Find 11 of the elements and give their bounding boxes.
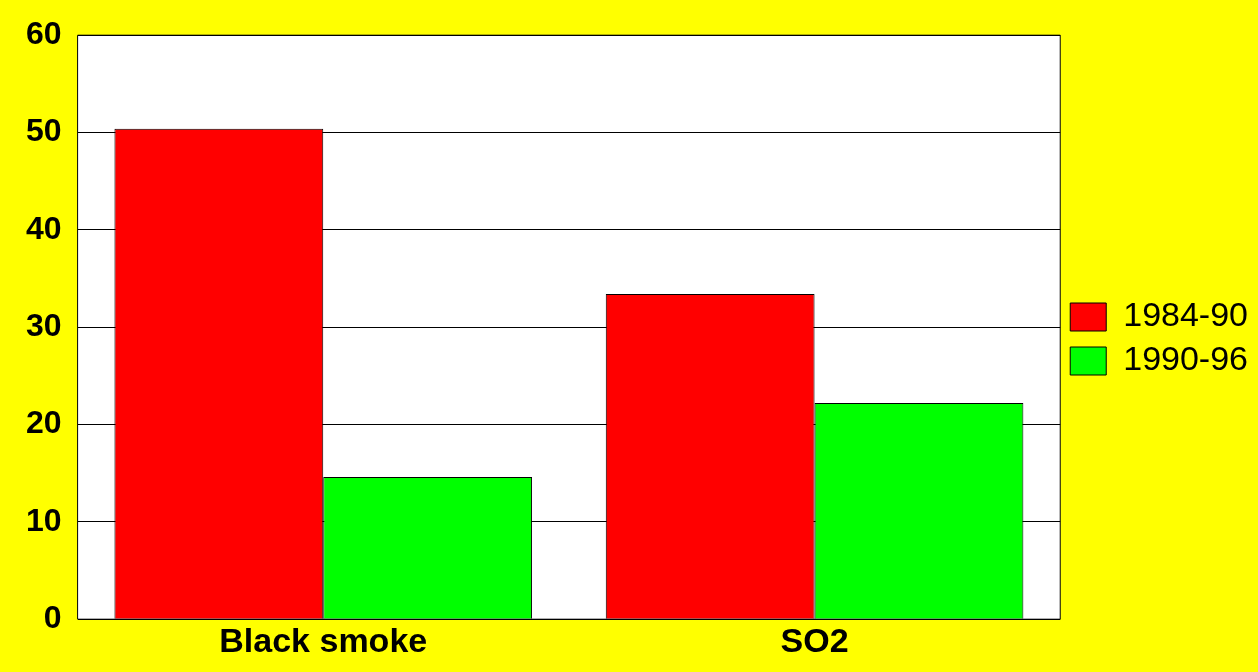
y-tick-label: 40 xyxy=(26,209,62,246)
x-tick-label: Black smoke xyxy=(219,620,428,659)
y-tick-label: 60 xyxy=(26,15,62,52)
y-tick-label: 30 xyxy=(26,307,62,344)
y-tick-label: 10 xyxy=(26,501,62,538)
legend-label: 1990-96 xyxy=(1123,339,1248,378)
x-tick-label: SO2 xyxy=(780,620,849,659)
y-tick-label: 20 xyxy=(26,404,62,441)
y-tick-label: 0 xyxy=(43,599,62,636)
y-tick-label: 50 xyxy=(26,112,62,149)
legend-label: 1984-90 xyxy=(1123,295,1248,334)
